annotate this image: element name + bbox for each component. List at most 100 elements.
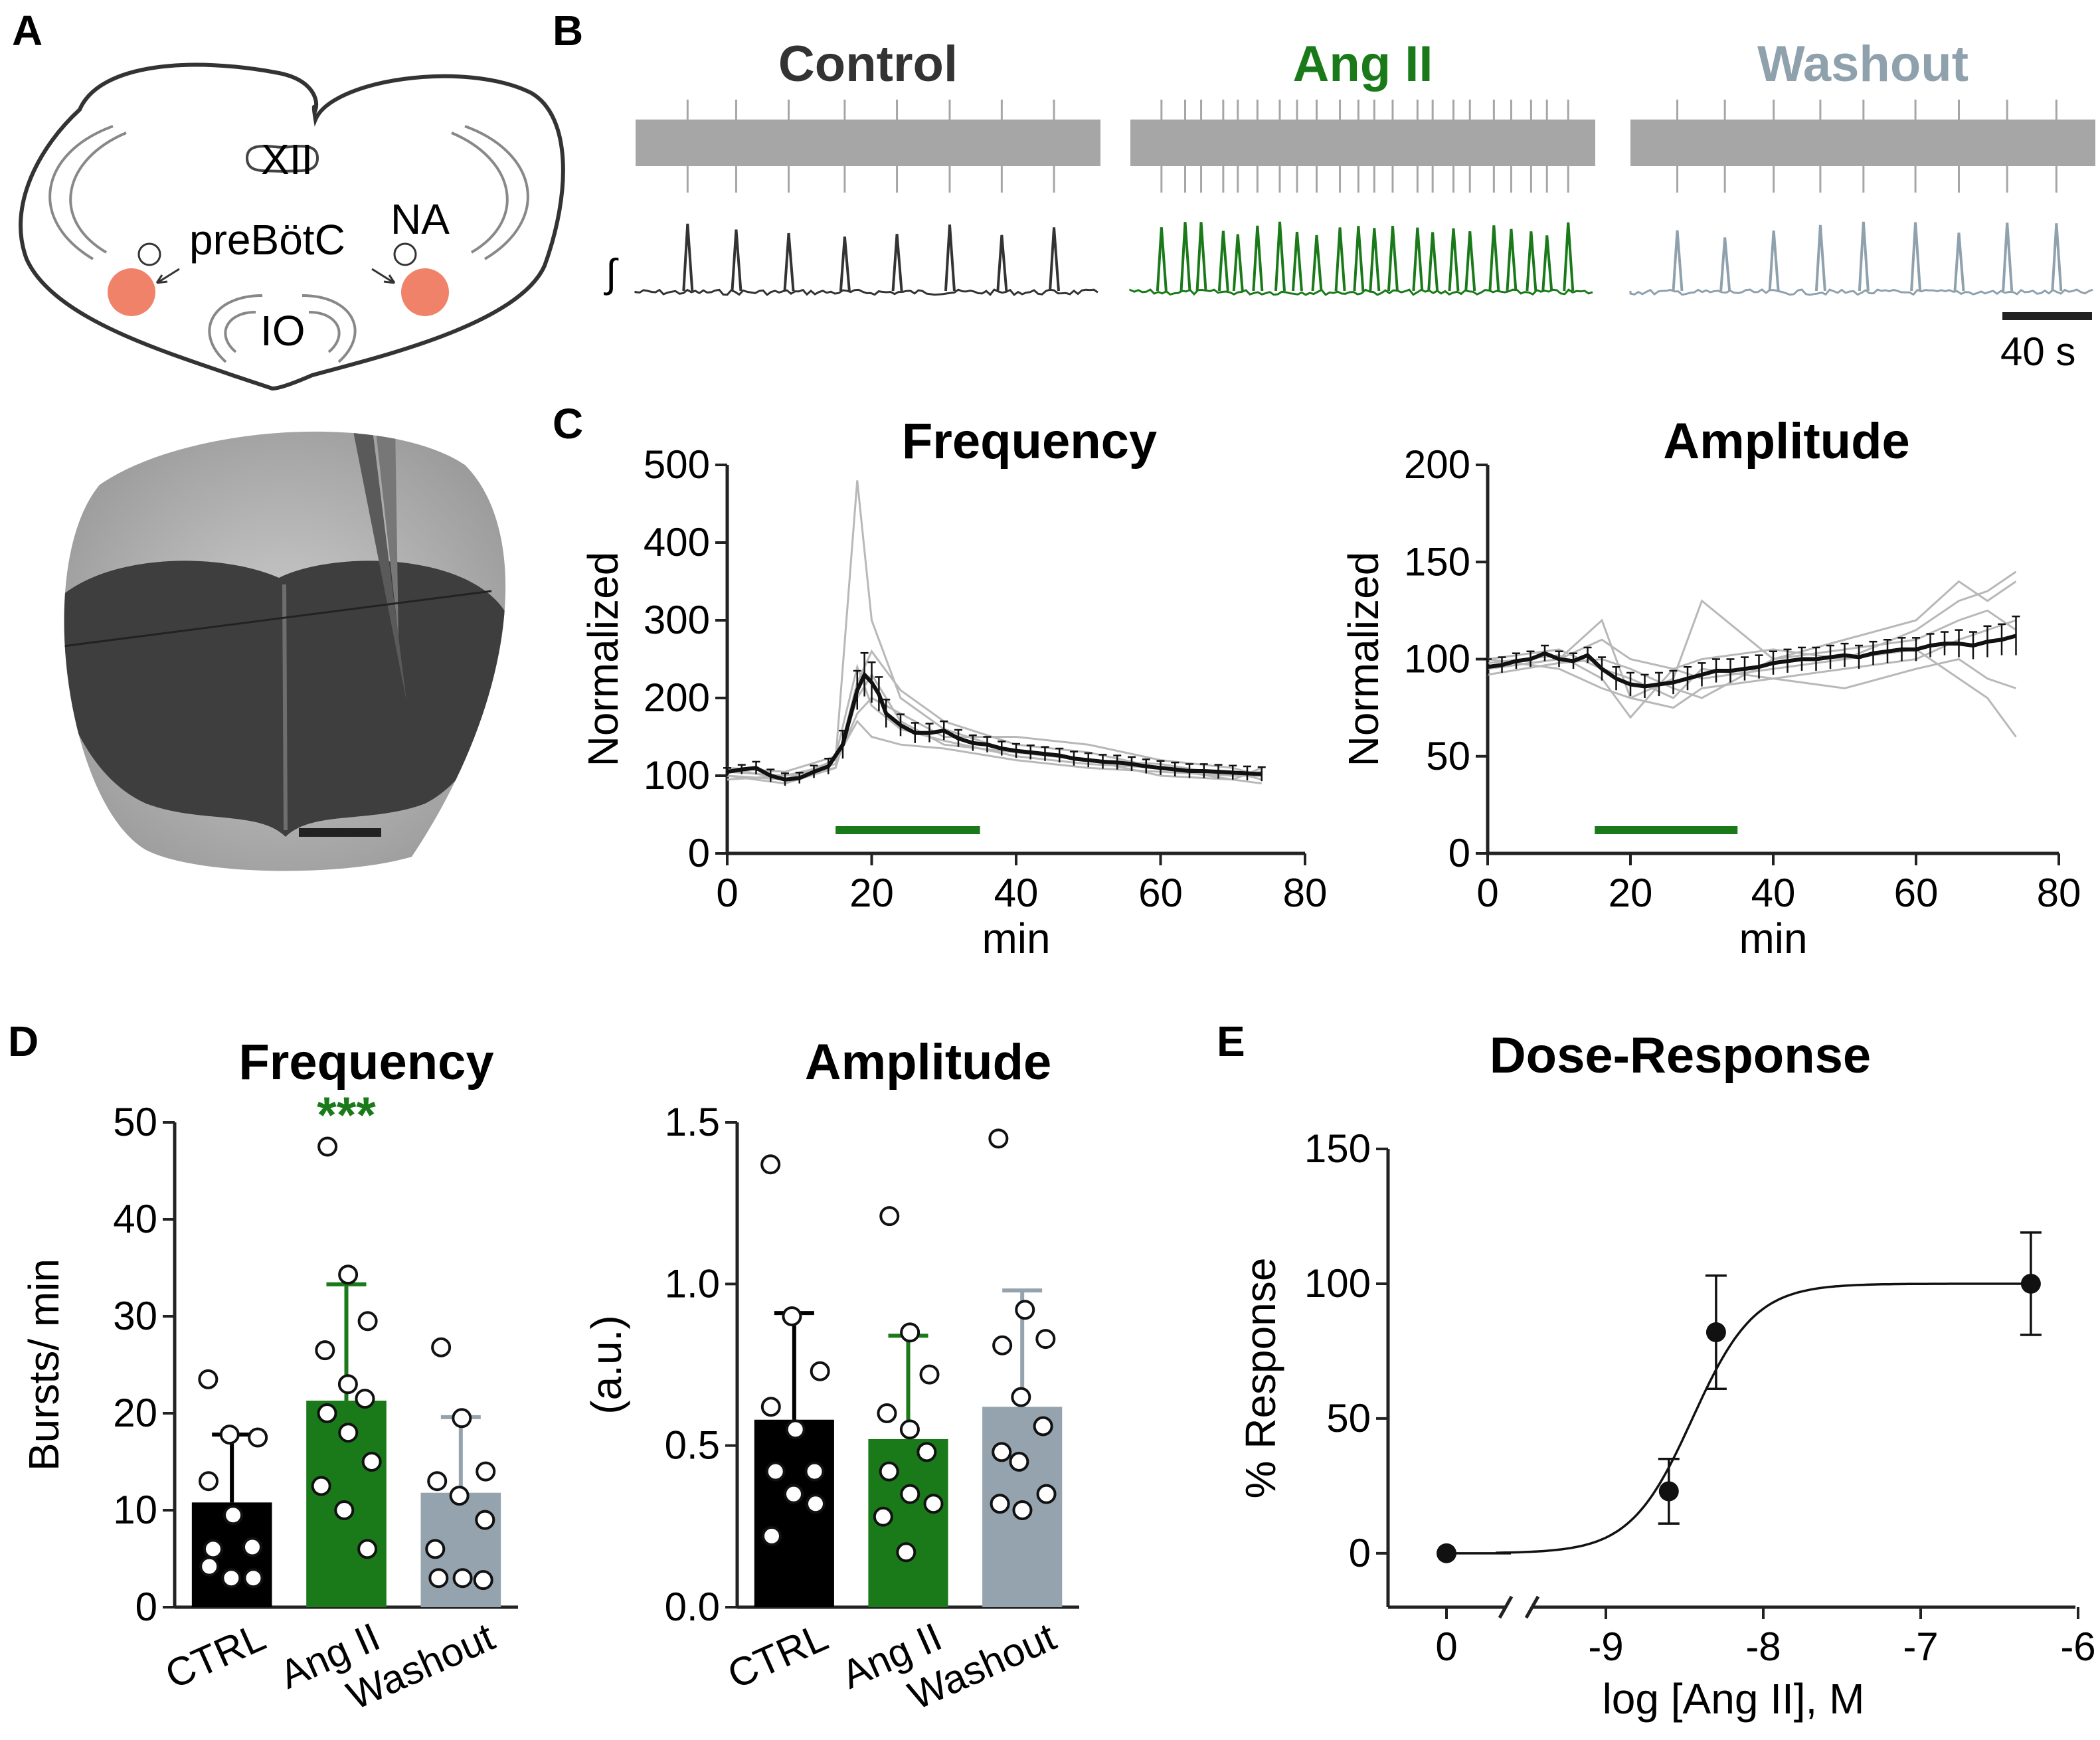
data-point: [315, 1340, 335, 1361]
burst-0-5: [944, 224, 956, 292]
burst-1-6: [1274, 221, 1286, 292]
data-point: [334, 1500, 355, 1520]
data-point: [1035, 1329, 1056, 1349]
burst-1-18: [1506, 228, 1518, 292]
burst-0-6: [996, 234, 1008, 292]
raw-band-1: [1130, 120, 1595, 166]
time-scale-label: 40 s: [2000, 329, 2075, 374]
integral-symbol: ∫: [604, 251, 619, 296]
panel-letter-b: B: [553, 7, 583, 54]
data-point-2: [1706, 1322, 1726, 1342]
burst-1-10: [1353, 226, 1365, 292]
y-tick-label: 1.0: [665, 1261, 720, 1306]
integrated-baseline-2: [1629, 288, 2093, 296]
dose-response-chart: Dose-Response 0 50 100 150 0 -9 -8 -7 -6 log [Ang …: [1237, 1027, 2096, 1723]
mean-series-line: [1487, 634, 2017, 689]
data-point: [900, 1322, 920, 1343]
data-point: [355, 1389, 375, 1409]
io-right-lamella: [302, 294, 357, 363]
data-point: [877, 1403, 897, 1423]
burst-2-7: [2002, 222, 2014, 292]
individual-series-1: [727, 649, 1262, 785]
io-left-lamella: [208, 294, 263, 363]
left-trigeminal-outline: [48, 125, 114, 260]
y-tick-label: 50: [1326, 1396, 1371, 1440]
right-arrow: [371, 268, 394, 284]
chart-title: Amplitude: [805, 1034, 1052, 1090]
left-trigeminal-inner: [69, 131, 127, 254]
x-tick-label: 0: [1435, 1624, 1457, 1669]
x-tick-label: 60: [1894, 871, 1939, 915]
trace-title-2: Washout: [1757, 36, 1969, 92]
panel-letter-d: D: [8, 1017, 39, 1065]
y-tick-label: 500: [644, 442, 710, 487]
right-trigeminal-outline: [464, 125, 529, 260]
burst-1-15: [1448, 228, 1460, 292]
left-arrow: [157, 268, 180, 284]
y-tick-label: 400: [644, 520, 710, 565]
data-point: [337, 1374, 358, 1395]
y-tick-label: 40: [113, 1197, 157, 1241]
burst-1-14: [1427, 232, 1439, 292]
burst-0-2: [783, 232, 795, 292]
data-point: [223, 1505, 244, 1525]
xii-label: XII: [261, 135, 313, 183]
data-point: [899, 1419, 920, 1440]
burst-1-4: [1232, 234, 1244, 292]
data-point: [357, 1539, 378, 1559]
data-point-1: [1658, 1481, 1679, 1502]
burst-1-17: [1488, 225, 1500, 292]
data-point: [1036, 1484, 1057, 1504]
data-point: [879, 1461, 899, 1482]
burst-1-13: [1412, 227, 1424, 292]
holding-thread: [64, 590, 492, 649]
integrated-baseline-0: [634, 288, 1098, 296]
panel-letter-a: A: [12, 7, 43, 54]
y-tick-label: 100: [1304, 1261, 1371, 1306]
y-tick-label: 200: [1404, 442, 1470, 487]
x-tick-label: -7: [1903, 1624, 1938, 1669]
x-tick-label: 40: [1751, 871, 1796, 915]
individual-series-3: [727, 673, 1263, 781]
y-tick-label: 50: [113, 1100, 157, 1144]
y-tick-label: 300: [644, 598, 710, 642]
y-axis-label: (a.u.): [582, 1315, 630, 1414]
data-point: [785, 1419, 806, 1440]
io-label: IO: [260, 307, 306, 355]
y-tick-label: 1.5: [665, 1100, 720, 1144]
y-tick-label: 0: [1349, 1531, 1371, 1575]
x-tick-label: 60: [1138, 871, 1183, 915]
burst-2-5: [1910, 222, 1922, 292]
frequency-timecourse-chart: Frequency 0 100 200 300 400 500 0 20 40 60 80 min Nor…: [579, 413, 1327, 962]
burst-1-1: [1180, 222, 1191, 292]
individual-series-5: [727, 719, 1262, 781]
data-point: [452, 1408, 472, 1429]
data-point: [765, 1461, 786, 1482]
y-tick-label: 100: [1404, 637, 1470, 681]
data-point: [988, 1128, 1009, 1149]
individual-series-3: [1487, 609, 2017, 699]
individual-series-0: [1487, 580, 2017, 700]
axis-break-mark: [1524, 1595, 1540, 1619]
data-point: [425, 1539, 446, 1559]
data-point: [919, 1364, 940, 1385]
panel-letter-e: E: [1217, 1017, 1245, 1065]
burst-1-2: [1195, 222, 1207, 292]
data-point: [1015, 1300, 1035, 1320]
individual-series-1: [1487, 619, 2016, 709]
data-point: [810, 1361, 830, 1381]
y-axis-label: Bursts/ min: [20, 1259, 68, 1471]
data-point: [338, 1264, 359, 1285]
burst-1-0: [1156, 227, 1168, 292]
data-point: [219, 1425, 240, 1445]
prebotc-label: preBötC: [189, 216, 345, 264]
y-axis-label: % Response: [1237, 1258, 1284, 1499]
data-point-3: [2020, 1273, 2041, 1294]
x-tick-label: 80: [1283, 871, 1328, 915]
data-point: [896, 1542, 917, 1563]
burst-2-0: [1672, 230, 1684, 292]
burst-0-3: [839, 236, 851, 292]
data-point: [475, 1510, 495, 1530]
y-axis-label: Normalized: [579, 552, 627, 767]
